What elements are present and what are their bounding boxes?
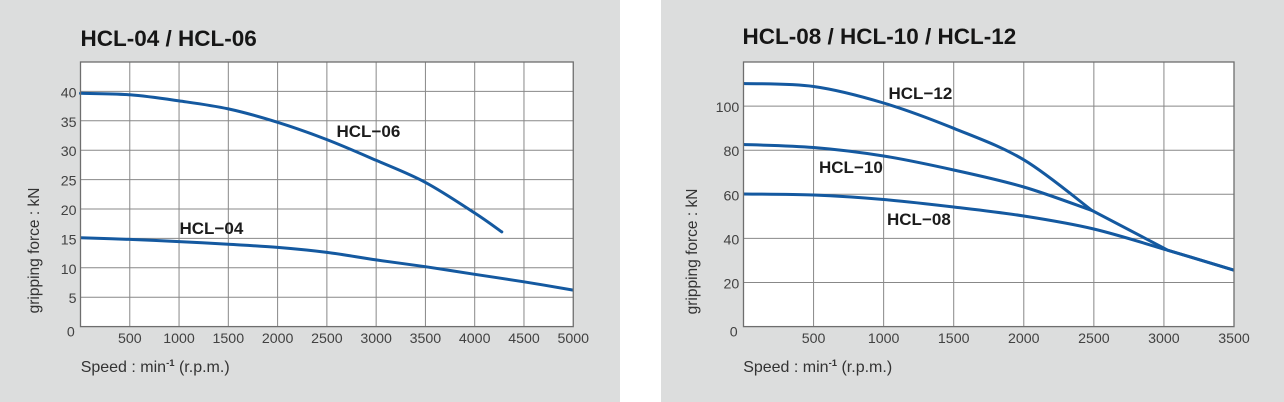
svg-text:40: 40 [61,85,77,101]
svg-text:2000: 2000 [1008,331,1040,347]
svg-text:gripping force : kN: gripping force : kN [684,189,701,315]
svg-text:20: 20 [724,277,740,293]
svg-text:Speed : min-1 (r.p.m.): Speed : min-1 (r.p.m.) [743,358,892,376]
svg-text:35: 35 [61,115,77,131]
svg-text:Speed : min-1 (r.p.m.): Speed : min-1 (r.p.m.) [81,358,230,376]
svg-text:4000: 4000 [459,331,491,347]
svg-text:gripping force : kN: gripping force : kN [26,188,43,314]
svg-text:HCL−10: HCL−10 [819,158,883,177]
svg-text:0: 0 [730,324,738,340]
svg-text:80: 80 [724,144,740,160]
svg-text:10: 10 [61,262,77,278]
svg-text:60: 60 [724,188,740,204]
svg-text:5: 5 [69,291,77,307]
svg-text:HCL−04: HCL−04 [180,219,244,238]
svg-text:1000: 1000 [163,331,195,347]
svg-text:HCL−08: HCL−08 [887,210,951,229]
svg-text:100: 100 [716,100,740,116]
svg-text:1500: 1500 [938,331,970,347]
svg-text:3500: 3500 [1218,331,1250,347]
svg-text:15: 15 [61,232,77,248]
svg-text:HCL−12: HCL−12 [889,84,953,103]
svg-text:3500: 3500 [410,331,442,347]
svg-text:1500: 1500 [213,331,245,347]
svg-text:40: 40 [724,232,740,248]
svg-text:0: 0 [67,324,75,340]
svg-text:HCL−06: HCL−06 [337,122,401,141]
svg-text:2500: 2500 [311,331,343,347]
svg-text:3000: 3000 [360,331,392,347]
svg-text:4500: 4500 [508,331,540,347]
svg-text:3000: 3000 [1148,331,1180,347]
svg-text:5000: 5000 [557,331,589,347]
svg-text:2500: 2500 [1078,331,1110,347]
svg-text:20: 20 [61,203,77,219]
svg-text:30: 30 [61,144,77,160]
svg-text:1000: 1000 [868,331,900,347]
svg-text:2000: 2000 [262,331,294,347]
svg-text:500: 500 [802,331,826,347]
svg-text:25: 25 [61,174,77,190]
svg-text:500: 500 [118,331,142,347]
svg-text:HCL-04 / HCL-06: HCL-04 / HCL-06 [81,26,257,51]
svg-text:HCL-08 / HCL-10 / HCL-12: HCL-08 / HCL-10 / HCL-12 [743,24,1017,49]
